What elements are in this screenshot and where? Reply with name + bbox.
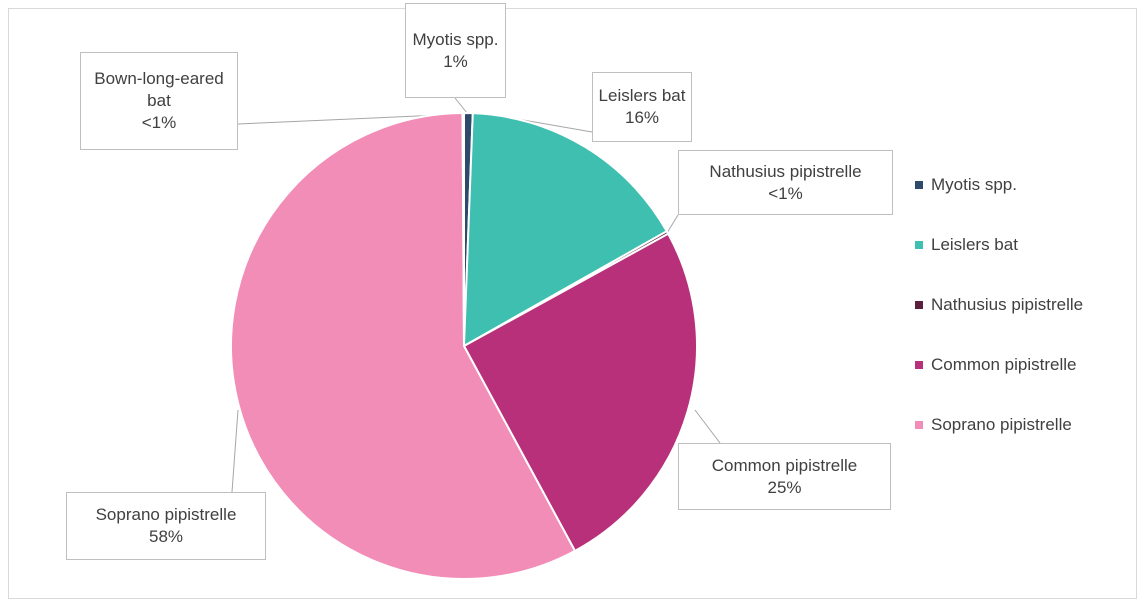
- data-callout: Nathusius pipistrelle <1%: [678, 150, 893, 215]
- leader-line: [694, 409, 721, 444]
- callout-name: Soprano pipistrelle: [95, 505, 237, 524]
- callout-name: Myotis spp.: [412, 29, 499, 49]
- pie-slice: [230, 111, 577, 580]
- data-callout: Common pipistrelle 25%: [678, 443, 891, 510]
- data-callout: Bown-long-eared bat <1%: [80, 52, 238, 150]
- legend-label: Myotis spp.: [931, 174, 1017, 194]
- legend-label: Nathusius pipistrelle: [931, 294, 1084, 314]
- leader-line: [231, 409, 239, 493]
- callout-value: 25%: [767, 477, 802, 497]
- callout-name: Nathusius pipistrelle: [709, 161, 862, 181]
- leader-line: [666, 214, 679, 234]
- callout-value: <1%: [141, 113, 177, 132]
- pie-slice: [462, 112, 669, 348]
- callout-value: 1%: [443, 51, 468, 71]
- callout-value: <1%: [768, 183, 803, 203]
- legend-item: Myotis spp.: [915, 174, 1025, 195]
- legend-swatch: [915, 240, 923, 249]
- callout-value: 58%: [148, 527, 184, 546]
- data-callout: Leislers bat 16%: [592, 72, 692, 142]
- pie-slice: [462, 232, 698, 553]
- legend-item: Common pipistrelle: [915, 354, 1085, 375]
- legend-swatch: [915, 180, 923, 189]
- legend-item: Soprano pipistrelle: [915, 414, 1080, 435]
- leader-line: [454, 97, 468, 114]
- data-callout: Myotis spp. 1%: [405, 3, 506, 98]
- pie-slice: [461, 111, 465, 347]
- legend-label: Common pipistrelle: [931, 354, 1077, 374]
- legend-label: Soprano pipistrelle: [931, 414, 1072, 434]
- legend-label: Leislers bat: [931, 234, 1018, 254]
- legend-swatch: [915, 420, 923, 429]
- callout-name: Leislers bat: [598, 86, 686, 105]
- callout-name: Bown-long-eared bat: [94, 69, 224, 110]
- pie: [230, 111, 698, 580]
- legend-swatch: [915, 360, 923, 369]
- legend-item: Nathusius pipistrelle: [915, 294, 1091, 315]
- callout-value: 16%: [624, 108, 660, 127]
- legend-item: Leislers bat: [915, 234, 1026, 255]
- legend-swatch: [915, 300, 923, 309]
- data-callout: Soprano pipistrelle 58%: [66, 492, 266, 560]
- callout-name: Common pipistrelle: [711, 455, 858, 475]
